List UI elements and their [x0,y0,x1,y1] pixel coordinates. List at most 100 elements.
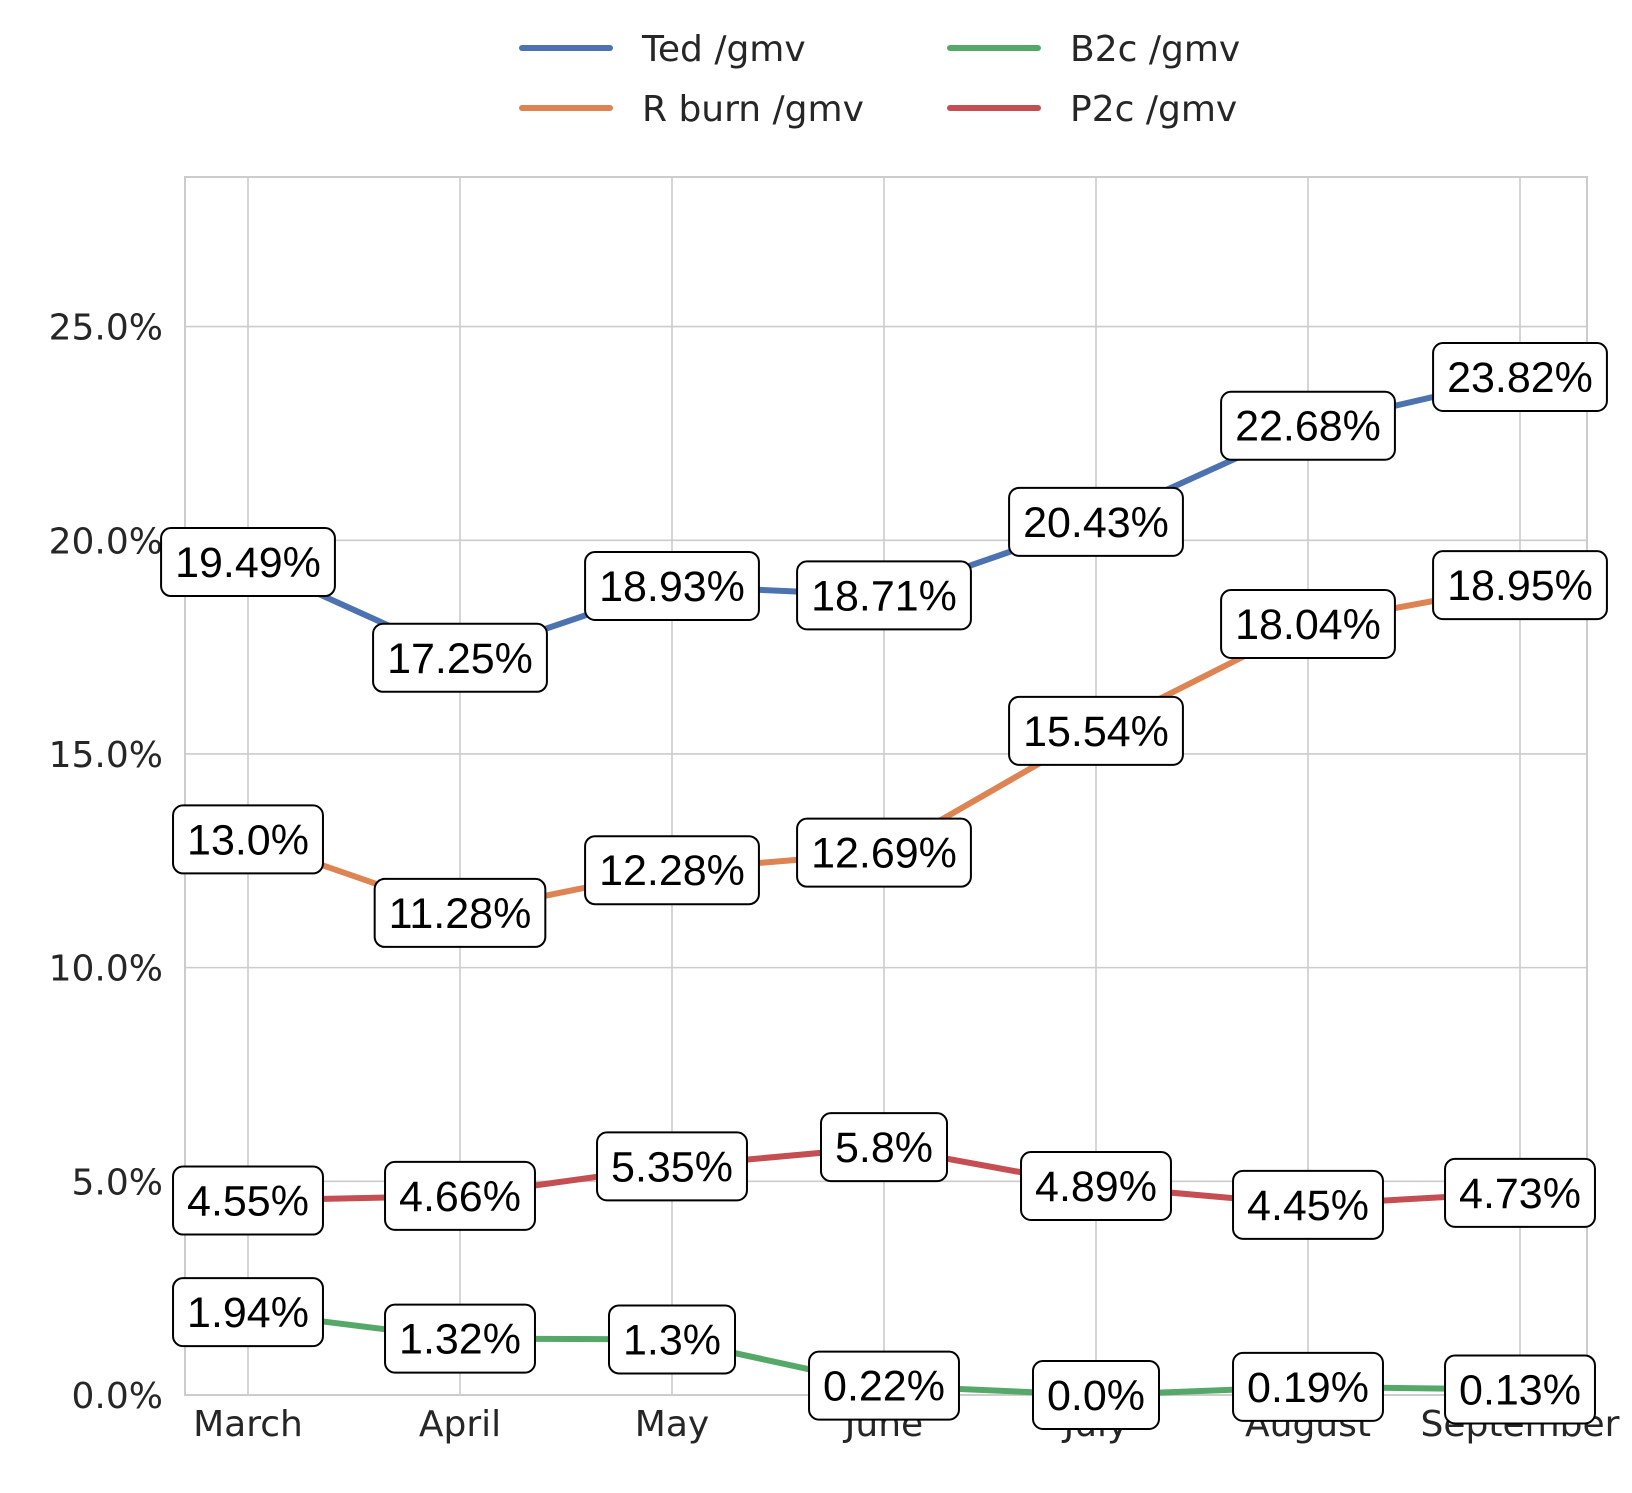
data-label-b2c-gmv-may: 1.3% [607,1304,737,1375]
data-label-b2c-gmv-june: 0.22% [808,1350,960,1421]
data-label-box [1232,1169,1384,1240]
data-label-ted-gmv-april: 17.25% [372,622,548,693]
data-label-p2c-gmv-may: 5.35% [596,1131,748,1202]
data-labels: 19.49% 17.25% 18.93% 18.71% 20.43% 22.68% 23.8… [160,342,1608,1430]
y-tick-label-3: 15.0% [49,735,163,776]
legend-item-p2c-gmv: P2c /gmv [947,89,1237,130]
data-label-text: 0.13% [1459,1366,1581,1414]
legend: Ted /gmv R burn /gmv B2c /gmv P2c /gmv [519,29,1240,130]
data-label-r-burn-gmv-september: 18.95% [1432,550,1608,621]
data-label-p2c-gmv-march: 4.55% [172,1165,324,1236]
data-label-r-burn-gmv-march: 13.0% [172,804,324,875]
data-label-text: 0.22% [823,1363,945,1411]
data-label-text: 5.35% [611,1143,733,1191]
data-label-box [607,1304,737,1375]
data-label-box [1008,486,1184,557]
x-tick-label-april: April [419,1404,501,1445]
y-tick-label-4: 20.0% [49,521,163,562]
legend-label: P2c /gmv [1070,89,1237,130]
data-label-text: 4.89% [1035,1163,1157,1211]
data-label-p2c-gmv-june: 5.8% [819,1112,949,1183]
data-label-p2c-gmv-september: 4.73% [1444,1157,1596,1228]
data-label-box [384,1303,536,1374]
data-label-r-burn-gmv-may: 12.28% [584,835,760,906]
data-label-box [384,1160,536,1231]
data-label-box [1031,1360,1161,1430]
data-label-r-burn-gmv-august: 18.04% [1220,589,1396,660]
data-label-box [819,1112,949,1183]
x-tick-label-may: May [635,1404,709,1445]
y-tick-label-1: 5.0% [72,1162,163,1203]
data-label-box [1220,589,1396,660]
data-label-text: 0.19% [1247,1364,1369,1412]
data-label-text: 15.54% [1023,708,1169,756]
data-label-ted-gmv-june: 18.71% [796,560,972,631]
data-label-text: 12.69% [811,830,957,878]
legend-item-b2c-gmv: B2c /gmv [947,29,1240,70]
data-label-box [1020,1151,1172,1222]
data-label-box [1008,695,1184,766]
data-label-b2c-gmv-august: 0.19% [1232,1351,1384,1422]
data-label-r-burn-gmv-july: 15.54% [1008,695,1184,766]
data-label-ted-gmv-september: 23.82% [1432,342,1608,413]
data-label-text: 4.55% [187,1178,309,1226]
data-label-text: 23.82% [1447,354,1593,402]
y-tick-label-0: 0.0% [72,1376,163,1417]
data-label-text: 17.25% [387,635,533,683]
data-label-ted-gmv-march: 19.49% [160,527,336,598]
data-label-box [172,1277,324,1348]
data-label-text: 11.28% [389,890,532,938]
legend-label: Ted /gmv [641,29,806,70]
data-label-box [796,560,972,631]
data-label-text: 18.93% [599,563,745,611]
x-axis-ticks: MarchAprilMayJuneJulyAugustSeptember [193,1404,1620,1445]
data-label-b2c-gmv-july: 0.0% [1031,1360,1161,1430]
data-label-p2c-gmv-april: 4.66% [384,1160,536,1231]
data-label-text: 20.43% [1023,499,1169,547]
data-label-text: 1.3% [623,1316,721,1364]
data-label-ted-gmv-may: 18.93% [584,550,760,621]
data-label-text: 5.8% [835,1124,933,1172]
data-label-text: 4.45% [1247,1182,1369,1230]
data-label-box [1444,1354,1596,1425]
data-label-box [172,804,324,875]
data-label-text: 18.04% [1235,601,1381,649]
data-label-box [808,1350,960,1421]
data-label-box [373,877,547,948]
data-label-b2c-gmv-september: 0.13% [1444,1354,1596,1425]
data-label-box [160,527,336,598]
data-label-text: 4.66% [399,1173,521,1221]
x-tick-label-march: March [193,1404,303,1445]
data-label-ted-gmv-july: 20.43% [1008,486,1184,557]
data-label-text: 4.73% [1459,1170,1581,1218]
legend-label: R burn /gmv [642,89,864,130]
legend-label: B2c /gmv [1070,29,1240,70]
data-label-text: 18.71% [811,572,957,620]
data-label-r-burn-gmv-april: 11.28% [373,877,547,948]
data-label-text: 0.0% [1047,1372,1145,1420]
data-label-text: 1.32% [399,1316,521,1364]
data-label-b2c-gmv-april: 1.32% [384,1303,536,1374]
data-label-text: 13.0% [187,816,309,864]
data-label-box [1444,1157,1596,1228]
data-label-box [1220,390,1396,461]
y-tick-label-2: 10.0% [49,949,163,990]
data-label-b2c-gmv-march: 1.94% [172,1277,324,1348]
data-label-box [596,1131,748,1202]
y-tick-label-5: 25.0% [49,308,163,349]
data-label-box [1432,550,1608,621]
data-label-ted-gmv-august: 22.68% [1220,390,1396,461]
data-label-text: 12.28% [599,847,745,895]
data-label-text: 22.68% [1235,403,1381,451]
data-label-text: 19.49% [175,539,321,587]
legend-item-ted-gmv: Ted /gmv [519,29,806,70]
data-label-box [796,817,972,888]
data-label-box [1232,1351,1384,1422]
y-axis-ticks: 0.0% 5.0% 10.0% 15.0% 20.0% 25.0% [49,308,163,1417]
data-label-box [584,550,760,621]
data-label-text: 1.94% [187,1289,309,1337]
legend-item-r-burn-gmv: R burn /gmv [519,89,864,130]
data-label-box [372,622,548,693]
data-label-box [584,835,760,906]
